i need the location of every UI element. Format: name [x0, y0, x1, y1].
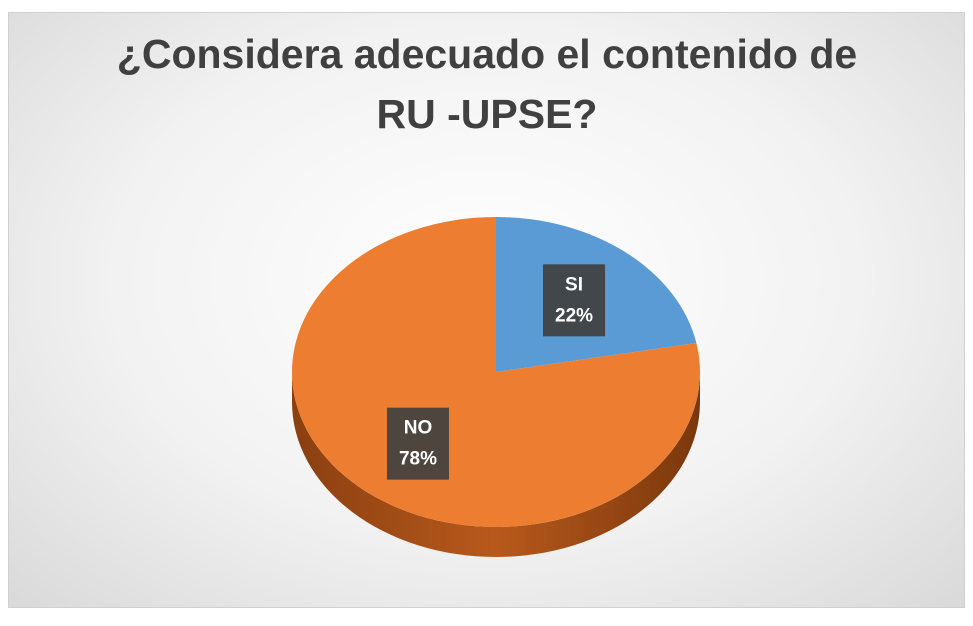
data-label-value: 22% [555, 305, 593, 326]
data-label-box [543, 264, 606, 337]
data-label-category: NO [404, 418, 433, 439]
data-label-category: SI [565, 274, 583, 295]
data-label-value: 78% [399, 449, 437, 470]
slice-side [292, 372, 700, 557]
data-label-box [386, 407, 449, 480]
chart-title: ¿Considera adecuado el contenido de RU -… [116, 31, 858, 137]
